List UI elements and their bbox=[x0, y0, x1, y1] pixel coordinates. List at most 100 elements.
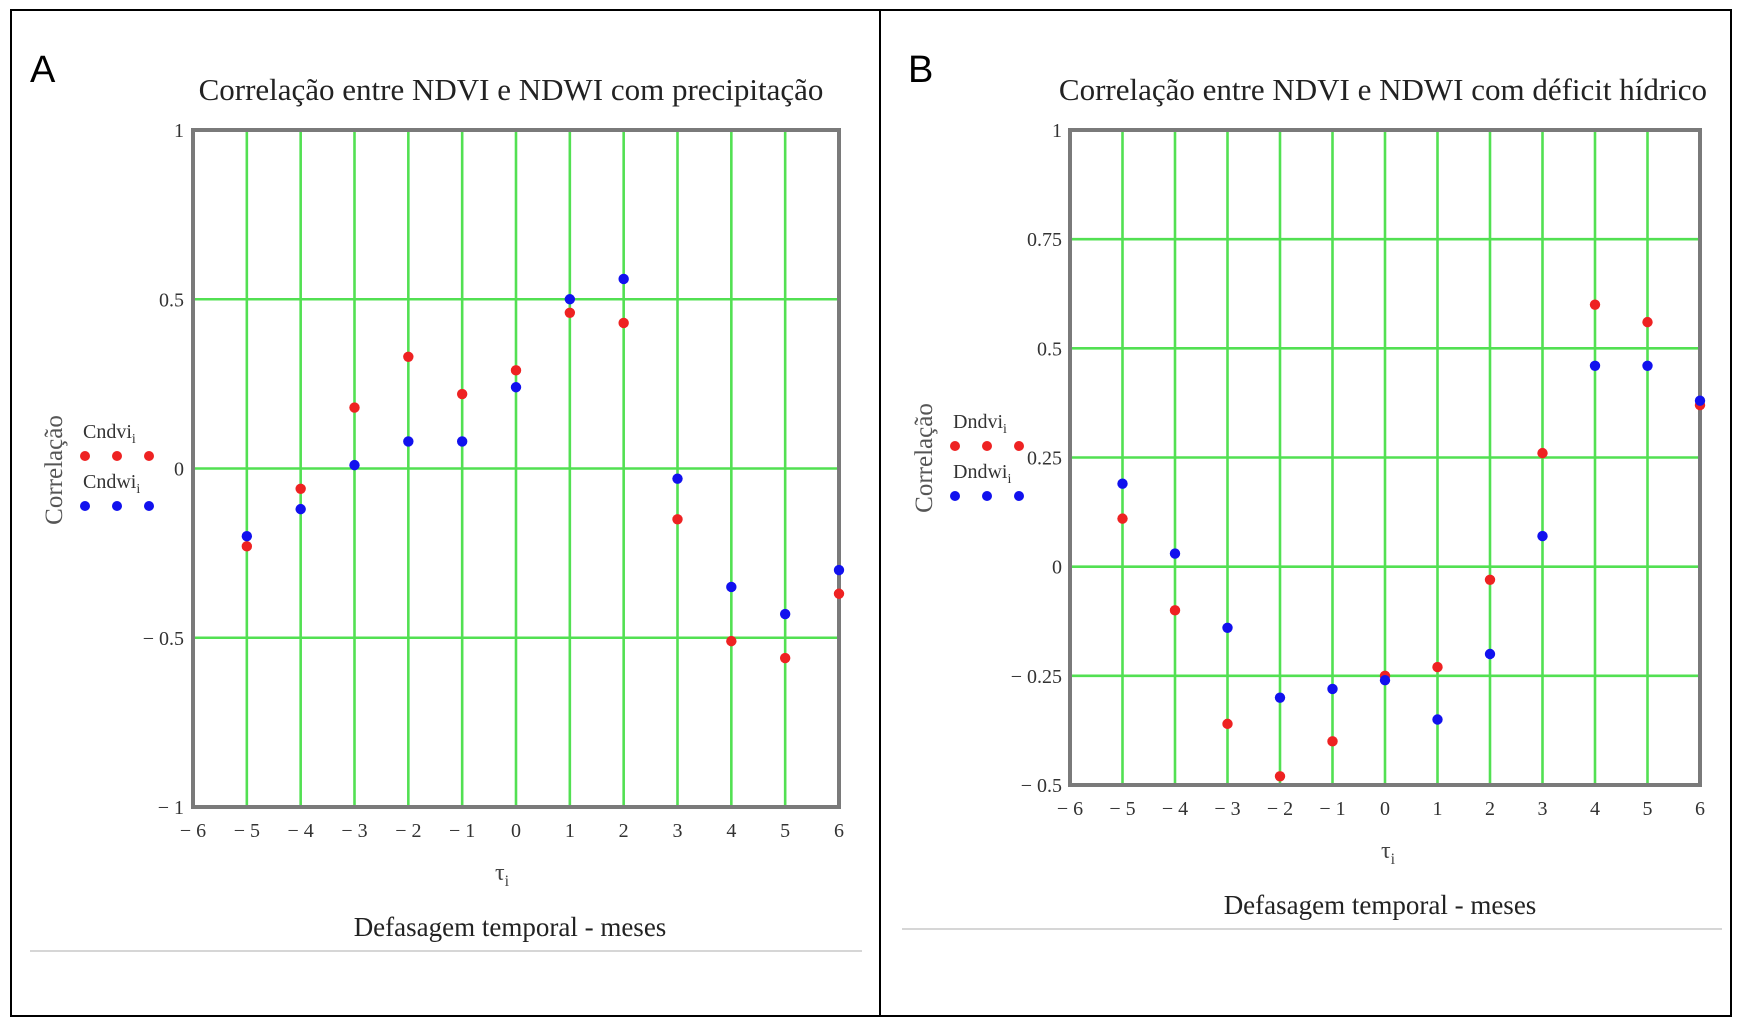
legend-label-b-dndvi: Dndvii bbox=[953, 411, 1007, 437]
legend-marker-a-cndwi-1 bbox=[112, 501, 122, 511]
y-tick-label-a-1: − 0.5 bbox=[143, 628, 184, 650]
x-tick-label-b-10: 4 bbox=[1590, 798, 1600, 820]
legend-marker-b-dndwi-2 bbox=[1014, 491, 1024, 501]
point-a-cndvi-11 bbox=[833, 588, 845, 599]
point-a-cndvi-1 bbox=[295, 483, 306, 495]
x-tick-label-a-1: − 5 bbox=[234, 820, 260, 842]
tick-labels-a: − 6 − 5 − 4 − 3 − 2 − 1 0 1 2 3 4 5 6 − 1 − 0.5 0 0.5 1 bbox=[143, 120, 844, 842]
legend-label-b-dndwi: Dndwii bbox=[953, 461, 1011, 487]
point-b-dndvi-3 bbox=[1274, 771, 1286, 782]
point-b-dndwi-8 bbox=[1537, 530, 1548, 542]
point-b-dndwi-9 bbox=[1589, 360, 1601, 371]
point-b-dndwi-6 bbox=[1432, 714, 1443, 725]
tick-labels-b: − 6 − 5 − 4 − 3 − 2 − 1 0 1 2 3 4 5 6 − 0.5 − 0.25 0 0.2… bbox=[1011, 120, 1705, 820]
x-axis-label-a: Defasagem temporal - meses bbox=[354, 912, 667, 942]
point-b-dndvi-7 bbox=[1484, 574, 1496, 585]
legend-label-a-cndwi: Cndwii bbox=[83, 471, 140, 497]
point-a-cndwi-9 bbox=[726, 581, 737, 593]
point-a-cndvi-4 bbox=[456, 388, 468, 400]
plot-area-b bbox=[1068, 128, 1702, 787]
panel-letter-b: B bbox=[908, 49, 933, 91]
point-b-dndwi-2 bbox=[1222, 622, 1233, 633]
x-tick-label-b-4: − 2 bbox=[1267, 798, 1293, 820]
x-tick-label-b-5: − 1 bbox=[1319, 798, 1345, 820]
x-tick-label-b-3: − 3 bbox=[1214, 798, 1240, 820]
point-b-dndvi-2 bbox=[1222, 718, 1233, 730]
panel-a: A Correlação entre NDVI e NDWI com preci… bbox=[30, 49, 862, 952]
point-b-dndvi-6 bbox=[1432, 661, 1443, 673]
point-b-dndwi-3 bbox=[1274, 692, 1286, 703]
plot-area-a bbox=[191, 128, 841, 809]
point-b-dndwi-4 bbox=[1327, 683, 1338, 695]
x-tick-label-b-1: − 5 bbox=[1109, 798, 1135, 820]
point-b-dndvi-0 bbox=[1117, 513, 1128, 524]
y-tick-label-b-3: 0.25 bbox=[1027, 448, 1062, 470]
x-tick-label-a-6: 0 bbox=[511, 820, 521, 842]
point-b-dndwi-5 bbox=[1379, 675, 1391, 686]
point-a-cndvi-9 bbox=[726, 635, 737, 647]
x-tick-label-a-10: 4 bbox=[726, 820, 736, 842]
x-tick-label-a-0: − 6 bbox=[180, 820, 206, 842]
x-tick-label-a-4: − 2 bbox=[395, 820, 421, 842]
legend-marker-a-cndwi-0 bbox=[80, 501, 90, 511]
x-variable-b: τi bbox=[1381, 838, 1396, 868]
x-tick-label-b-6: 0 bbox=[1380, 798, 1390, 820]
y-tick-label-a-4: 1 bbox=[174, 120, 184, 142]
point-a-cndwi-2 bbox=[349, 459, 360, 471]
point-a-cndwi-10 bbox=[779, 608, 791, 620]
point-a-cndvi-3 bbox=[403, 351, 414, 362]
point-a-cndwi-7 bbox=[618, 273, 629, 285]
point-a-cndvi-7 bbox=[618, 317, 629, 329]
y-tick-label-a-3: 0.5 bbox=[159, 289, 184, 311]
x-tick-label-b-0: − 6 bbox=[1057, 798, 1083, 820]
panel-b: B Correlação entre NDVI e NDWI com défic… bbox=[902, 49, 1722, 930]
point-b-dndwi-7 bbox=[1484, 648, 1496, 660]
legend-marker-b-dndvi-1 bbox=[982, 441, 992, 451]
gridlines-a bbox=[193, 130, 839, 807]
x-tick-label-b-7: 1 bbox=[1433, 798, 1443, 820]
point-a-cndwi-6 bbox=[564, 294, 576, 305]
legend-b: Dndvii Dndwii bbox=[950, 411, 1024, 501]
point-a-cndvi-10 bbox=[779, 652, 791, 664]
y-tick-label-b-4: 0.5 bbox=[1037, 338, 1062, 360]
legend-marker-b-dndwi-0 bbox=[950, 491, 960, 501]
point-a-cndvi-0 bbox=[241, 541, 253, 552]
legend-marker-b-dndvi-0 bbox=[950, 441, 960, 451]
x-tick-label-b-9: 3 bbox=[1538, 798, 1548, 820]
point-a-cndwi-4 bbox=[456, 436, 468, 447]
legend-marker-a-cndvi-0 bbox=[80, 451, 90, 461]
point-a-cndwi-0 bbox=[241, 531, 253, 542]
legend-marker-b-dndwi-1 bbox=[982, 491, 992, 501]
point-a-cndwi-1 bbox=[295, 503, 306, 515]
x-tick-label-b-8: 2 bbox=[1485, 798, 1495, 820]
point-b-dndwi-0 bbox=[1117, 478, 1128, 489]
gridlines-b bbox=[1070, 130, 1700, 785]
point-a-cndwi-11 bbox=[833, 564, 845, 576]
point-a-cndwi-8 bbox=[672, 473, 683, 484]
point-b-dndwi-1 bbox=[1169, 548, 1181, 559]
legend-a: Cndvii Cndwii bbox=[80, 421, 154, 511]
legend-marker-a-cndvi-1 bbox=[112, 451, 122, 461]
x-tick-label-b-11: 5 bbox=[1643, 798, 1653, 820]
point-b-dndwi-10 bbox=[1642, 360, 1653, 371]
y-tick-label-b-2: 0 bbox=[1052, 557, 1062, 579]
point-b-dndvi-1 bbox=[1169, 605, 1181, 616]
x-tick-label-a-5: − 1 bbox=[449, 820, 475, 842]
x-tick-label-a-11: 5 bbox=[780, 820, 790, 842]
y-axis-label-b: Correlação bbox=[911, 403, 938, 513]
y-tick-label-b-6: 1 bbox=[1052, 120, 1062, 142]
y-tick-label-b-5: 0.75 bbox=[1027, 229, 1062, 251]
x-tick-label-a-8: 2 bbox=[619, 820, 629, 842]
points-a bbox=[241, 273, 845, 664]
point-b-dndvi-4 bbox=[1327, 736, 1338, 747]
legend-label-a-cndvi: Cndvii bbox=[83, 421, 136, 447]
y-axis-label-a: Correlação bbox=[41, 415, 68, 525]
point-a-cndwi-5 bbox=[510, 382, 522, 393]
x-variable-a: τi bbox=[495, 860, 510, 890]
legend-marker-b-dndvi-2 bbox=[1014, 441, 1024, 451]
point-b-dndvi-8 bbox=[1537, 447, 1548, 459]
x-tick-label-a-7: 1 bbox=[565, 820, 575, 842]
point-a-cndvi-8 bbox=[672, 514, 683, 525]
legend-marker-a-cndvi-2 bbox=[144, 451, 154, 461]
